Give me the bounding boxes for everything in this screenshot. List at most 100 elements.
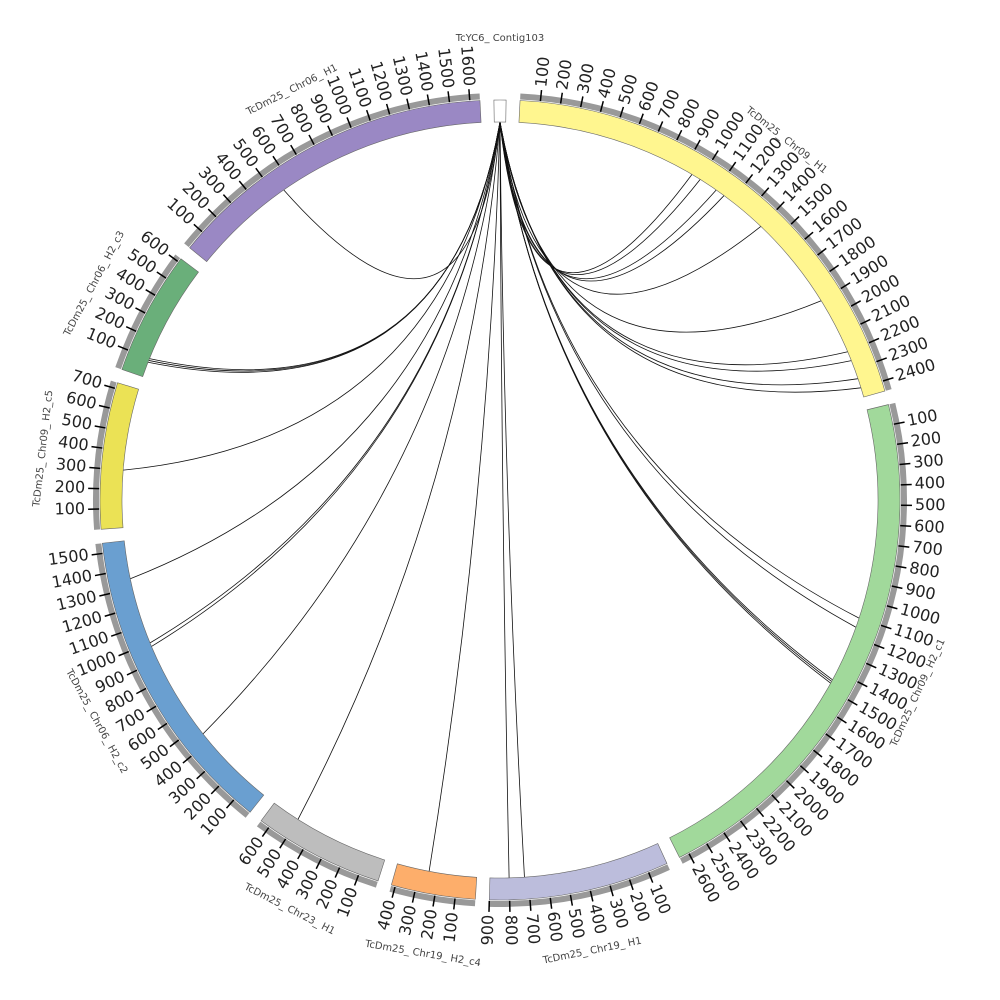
tick-mark <box>840 282 851 290</box>
links <box>123 121 862 878</box>
segment-band <box>489 843 668 901</box>
tick-mark <box>156 271 167 279</box>
tick-label: 600 <box>64 388 98 414</box>
tick-label: 1500 <box>47 545 90 569</box>
tick-mark <box>676 129 683 141</box>
segment-band <box>669 404 901 858</box>
link <box>499 121 833 681</box>
tick-label: 200 <box>54 477 85 497</box>
tick-mark <box>453 898 456 910</box>
tick-mark <box>529 899 532 911</box>
segment-band <box>99 382 139 530</box>
tick-mark <box>873 643 885 650</box>
tick-mark <box>549 897 553 909</box>
tick-mark <box>168 254 179 263</box>
tick-mark <box>860 318 871 325</box>
tick-mark <box>238 180 247 190</box>
tick-label: 800 <box>501 915 521 946</box>
tick-mark <box>790 216 800 225</box>
tick-mark <box>110 631 122 637</box>
tick-mark <box>829 264 840 273</box>
tick-mark <box>225 799 235 809</box>
tick-mark <box>836 716 847 724</box>
tick-label: 500 <box>60 410 93 434</box>
tick-mark <box>290 144 297 155</box>
segment-band <box>518 100 886 398</box>
tick-mark <box>94 425 106 429</box>
tick-mark <box>346 117 352 128</box>
tick-mark <box>210 785 220 795</box>
link <box>499 121 862 393</box>
tick-mark <box>308 134 315 146</box>
tick-mark <box>315 858 322 870</box>
tick-mark <box>755 807 765 818</box>
link <box>428 121 501 872</box>
tick-mark <box>847 698 858 706</box>
segment-band <box>121 258 199 378</box>
tick-mark <box>196 770 206 780</box>
tick-mark <box>895 565 907 569</box>
tick-label: 200 <box>910 428 943 451</box>
link <box>202 121 501 735</box>
segment-name: TcYC6_ Contig103 <box>455 33 545 44</box>
tick-mark <box>739 820 748 831</box>
tick-label: 500 <box>565 907 589 940</box>
tick-mark <box>98 404 110 409</box>
tick-label: 300 <box>55 454 87 475</box>
tick-label: 500 <box>915 495 946 514</box>
link <box>499 121 832 682</box>
tick-mark <box>91 445 103 449</box>
tick-ring <box>256 821 378 888</box>
tick-mark <box>899 462 911 466</box>
tick-label: 300 <box>395 903 420 937</box>
tick-label: 100 <box>906 405 940 429</box>
tick-mark <box>135 687 147 695</box>
tick-mark <box>406 98 411 110</box>
link <box>499 121 525 878</box>
tick-mark <box>728 161 737 172</box>
tick-mark <box>411 891 416 903</box>
tick-label: 600 <box>914 516 946 537</box>
tick-mark <box>812 749 823 758</box>
link <box>123 121 501 471</box>
tick-mark <box>589 890 594 902</box>
tick-mark <box>711 150 719 161</box>
tick-mark <box>817 247 827 256</box>
tick-mark <box>688 853 695 864</box>
tick-mark <box>799 765 810 774</box>
tick-mark <box>365 109 371 121</box>
tick-mark <box>297 848 304 860</box>
tick-label: 200 <box>552 58 575 91</box>
tick-label: 1500 <box>434 47 458 90</box>
link <box>499 121 831 684</box>
tick-mark <box>880 624 892 630</box>
tick-mark <box>776 201 785 211</box>
link <box>149 121 501 371</box>
link <box>283 121 501 279</box>
tick-label: 700 <box>523 913 544 945</box>
tick-mark <box>104 612 116 617</box>
tick-mark <box>891 585 903 590</box>
tick-mark <box>135 307 146 314</box>
tick-mark <box>539 90 543 102</box>
tick-mark <box>882 377 894 382</box>
tick-label: 400 <box>914 473 945 493</box>
tick-mark <box>169 739 180 748</box>
tick-label: 200 <box>417 908 441 941</box>
tick-mark <box>893 421 905 425</box>
tick-mark <box>886 605 898 610</box>
link <box>499 121 860 619</box>
tick-mark <box>897 442 909 446</box>
tick-mark <box>785 780 795 789</box>
tick-mark <box>117 345 129 351</box>
tick-mark <box>468 89 471 101</box>
tick-mark <box>771 794 780 804</box>
tick-mark <box>104 384 116 390</box>
tick-mark <box>900 524 912 528</box>
link <box>499 121 701 275</box>
tick-mark <box>706 843 714 854</box>
tick-mark <box>694 139 701 150</box>
tick-label: 900 <box>478 915 498 946</box>
segment-name: TcDm25_ Chr19_ H2_c4 <box>363 939 482 970</box>
